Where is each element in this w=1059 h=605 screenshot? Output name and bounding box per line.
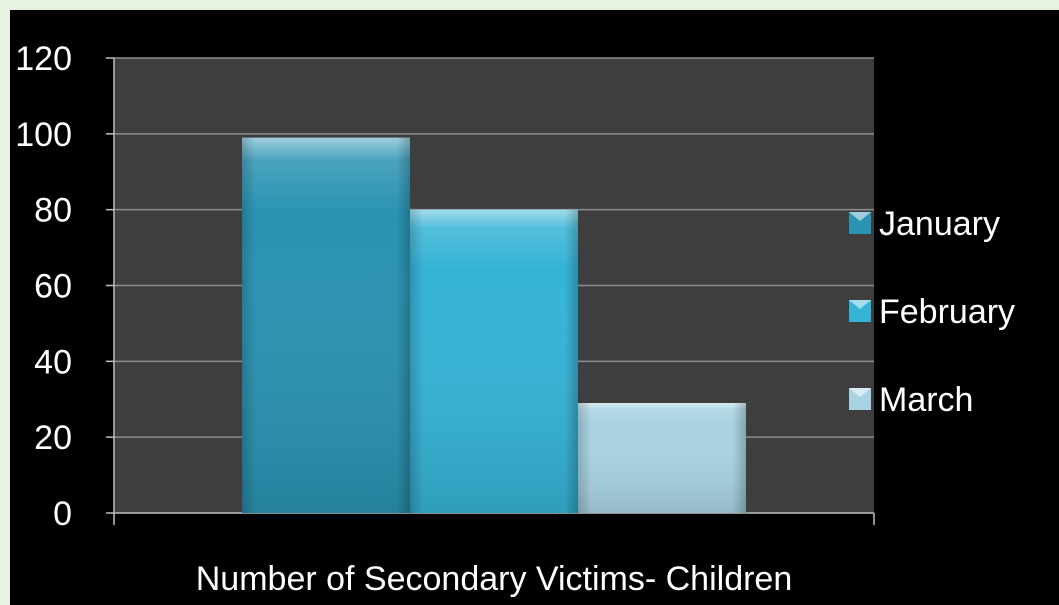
legend-item-march: March [849, 381, 973, 419]
bar-january [242, 137, 410, 513]
y-tick-label: 0 [53, 495, 72, 533]
legend-item-february: February [849, 293, 1015, 331]
legend-swatch-shine [849, 300, 871, 309]
chart-frame: 0 20 40 60 80 100 120 Number of Secondary Vict… [10, 10, 1059, 605]
y-tick-label: 80 [34, 192, 72, 230]
x-category-labels: Number of Secondary Victims- Children [196, 560, 793, 598]
y-tick-labels: 0 20 40 60 80 100 120 [15, 40, 72, 533]
legend-swatch-shine [849, 212, 871, 221]
legend-label: March [879, 381, 973, 419]
bar-shade [242, 137, 410, 513]
legend-swatch [849, 388, 871, 410]
bar-shade [578, 403, 746, 513]
bar-shade [410, 209, 578, 513]
y-tick-label: 120 [15, 40, 72, 78]
legend-label: January [879, 205, 1000, 243]
legend-item-january: January [849, 205, 1000, 243]
y-tick-label: 60 [34, 268, 72, 306]
legend-label: February [879, 293, 1015, 331]
legend-swatch-shine [849, 388, 871, 397]
y-tick-label: 40 [34, 343, 72, 381]
y-tick-label: 20 [34, 419, 72, 457]
bar-march [578, 403, 746, 513]
legend: January February March [849, 205, 1015, 419]
bar-february [410, 209, 578, 513]
x-category-label: Number of Secondary Victims- Children [196, 560, 793, 598]
legend-swatch [849, 212, 871, 234]
legend-swatch [849, 300, 871, 322]
bar-chart: 0 20 40 60 80 100 120 Number of Secondary Vict… [15, 40, 1015, 598]
bars [242, 137, 746, 513]
y-tick-label: 100 [15, 116, 72, 154]
